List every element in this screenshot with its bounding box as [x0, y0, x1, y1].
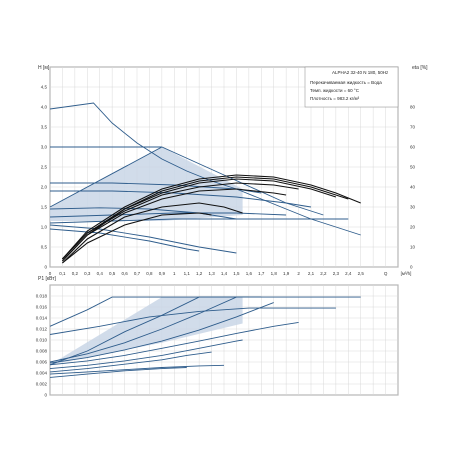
bottom-y-tick-label: 0.014 — [36, 316, 48, 321]
top-x-tick-label: 1,1 — [184, 271, 191, 276]
bottom-y-tick-labels: 0 0.002 0.004 0.006 0.008 0.010 0.012 0.014 0.01… — [36, 294, 48, 398]
top-y-tick-label: 4,0 — [41, 105, 48, 110]
power-curve-3 — [49, 296, 262, 363]
efficiency-curve-16 — [62, 212, 212, 264]
bottom-operating-area — [50, 297, 243, 365]
top-x-tick-label: Q — [384, 271, 388, 276]
power-curve-6 — [49, 339, 243, 370]
top-y2-tick-label: 40 — [410, 185, 416, 190]
bottom-y-tick-label: 0.010 — [36, 338, 48, 343]
power-curve-8 — [49, 364, 225, 375]
top-x-tick-label: 1,9 — [283, 271, 290, 276]
top-y2-tick-label: 60 — [410, 145, 416, 150]
power-curve-5 — [49, 321, 299, 366]
head-curve-9 — [49, 228, 200, 252]
info-model: ALPHA2 32-40 N 180, 50Hz — [332, 70, 389, 75]
efficiency-curve-13 — [62, 182, 299, 260]
top-y-tick-label: 2,0 — [41, 185, 48, 190]
power-curve-4 — [49, 302, 274, 364]
efficiency-curve-11 — [62, 176, 349, 262]
power-chart: 0 0.002 0.004 0.006 0.008 0.010 0.012 0.014 0.01… — [36, 276, 399, 398]
top-y2-tick-label: 80 — [410, 105, 416, 110]
top-x-tick-label: 0,3 — [84, 271, 91, 276]
top-x-tick-label: 1,7 — [258, 271, 265, 276]
top-y2-tick-label: 70 — [410, 125, 416, 130]
top-x-tick-label: 0,7 — [134, 271, 141, 276]
bottom-y-tick-label: 0.018 — [36, 294, 48, 299]
top-y-tick-label: 0 — [44, 265, 47, 270]
head-curve-2 — [49, 146, 324, 216]
top-x-tick-label: 1,6 — [246, 271, 253, 276]
top-y-tick-label: 4,5 — [41, 85, 48, 90]
info-box — [304, 66, 399, 108]
bottom-y-tick-label: 0.012 — [36, 327, 48, 332]
power-curve-1 — [49, 307, 336, 335]
top-y-tick-label: 2,5 — [41, 165, 48, 170]
top-y-tick-label: 0,5 — [41, 245, 48, 250]
bottom-y-tick-label: 0 — [44, 393, 47, 398]
y-axis-label-h: H [м] — [38, 65, 50, 71]
top-y-tick-label: 1,0 — [41, 225, 48, 230]
efficiency-curve-15 — [62, 202, 243, 264]
top-x-tick-label: 0,2 — [72, 271, 79, 276]
efficiency-curve-14 — [62, 188, 287, 262]
top-x-tick-label: 1,2 — [196, 271, 203, 276]
bottom-y-tick-label: 0.016 — [36, 305, 48, 310]
y2-axis-label-eta: eta [%] — [412, 65, 428, 71]
top-x-tick-label: 0,4 — [97, 271, 104, 276]
power-curve-7 — [49, 351, 212, 373]
bottom-y-tick-label: 0.004 — [36, 371, 48, 376]
top-x-tick-label: 1 — [173, 271, 176, 276]
top-x-tick-label: 2 — [297, 271, 300, 276]
y-axis-label-p1: P1 [кВт] — [38, 276, 57, 282]
top-x-tick-label: 1,8 — [271, 271, 278, 276]
top-x-tick-label: 2,3 — [333, 271, 340, 276]
top-x-tick-label: [м³/h] — [401, 271, 412, 276]
top-y2-tick-label: 10 — [410, 245, 416, 250]
top-y2-tick-label: 20 — [410, 225, 416, 230]
bottom-series-group — [49, 296, 361, 378]
top-x-tick-label: 0,1 — [59, 271, 66, 276]
power-curve-9 — [49, 367, 187, 378]
top-x-tick-labels: 0 0,1 0,2 0,3 0,4 0,5 0,6 0,7 0,8 0,9 1 1,1 1,2 1,3 1,… — [49, 271, 412, 276]
top-x-tick-label: 2,5 — [358, 271, 365, 276]
head-efficiency-chart: 0 0,1 0,2 0,3 0,4 0,5 0,6 0,7 0,8 0,9 1 1,1 1,2 1,3 1,… — [38, 65, 428, 276]
info-temperature: Темп. жидкости = 60 °C — [310, 88, 360, 93]
efficiency-curve-10 — [61, 174, 361, 260]
head-curve-4 — [50, 190, 312, 208]
top-x-tick-label: 0,5 — [109, 271, 116, 276]
bottom-y-tick-label: 0.008 — [36, 349, 48, 354]
top-x-tick-label: 2,1 — [308, 271, 315, 276]
top-x-tick-label: 1,3 — [208, 271, 215, 276]
top-y-tick-label: 3,5 — [41, 125, 48, 130]
head-curve-8 — [49, 224, 237, 254]
bottom-y-tick-label: 0.006 — [36, 360, 48, 365]
top-x-tick-label: 1,5 — [233, 271, 240, 276]
top-y-tick-label: 1,5 — [41, 205, 48, 210]
top-y2-tick-labels: 0 10 20 30 40 50 60 70 80 — [410, 105, 416, 270]
head-curve-6 — [49, 212, 287, 218]
top-y2-tick-label: 30 — [410, 205, 416, 210]
info-density: Плотность = 983.2 кг/м³ — [310, 96, 360, 101]
top-x-tick-label: 2,2 — [320, 271, 327, 276]
top-x-tick-label: 0,6 — [121, 271, 128, 276]
info-fluid: Перекачиваемая жидкость = Вода — [310, 80, 382, 85]
top-series-group — [49, 102, 361, 264]
top-y2-tick-label: 0 — [410, 265, 413, 270]
top-x-tick-label: 1,4 — [221, 271, 228, 276]
efficiency-curve-12 — [62, 178, 337, 260]
top-y2-tick-label: 50 — [410, 165, 416, 170]
top-x-tick-label: 0 — [49, 271, 52, 276]
bottom-shaded-area — [50, 297, 243, 365]
top-x-tick-label: 2,4 — [345, 271, 352, 276]
top-x-tick-label: 0,8 — [146, 271, 153, 276]
top-x-tick-label: 0,9 — [159, 271, 166, 276]
top-y-tick-label: 3,0 — [41, 145, 48, 150]
power-curve-2 — [49, 296, 249, 366]
bottom-y-tick-label: 0.002 — [36, 382, 48, 387]
top-y-tick-labels: 0 0,5 1,0 1,5 2,0 2,5 3,0 3,5 4,0 4,5 — [41, 85, 48, 270]
